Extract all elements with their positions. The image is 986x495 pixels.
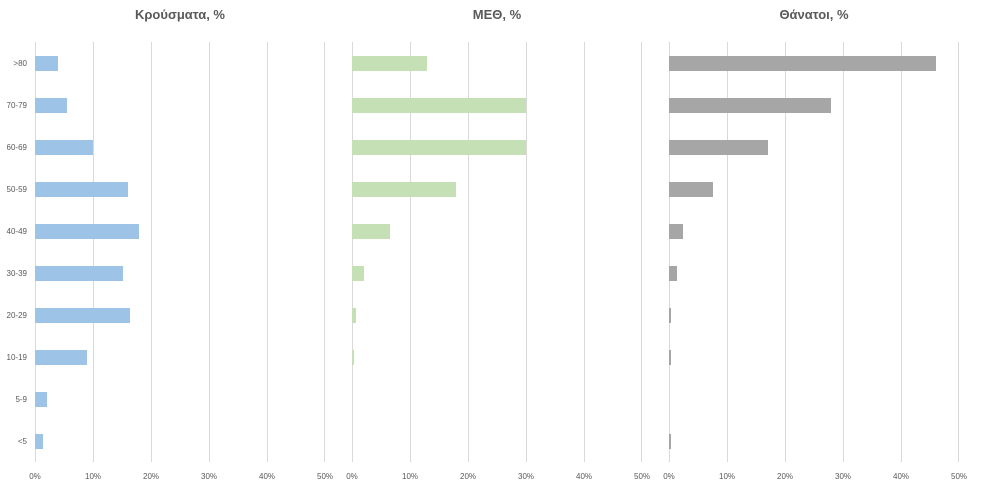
bar <box>352 223 390 239</box>
x-tick-label: 50% <box>950 472 968 481</box>
x-tick-label: 50% <box>316 472 334 481</box>
chart-cases: Κρούσματα, % 0% 10% 20% 30% 40% 50% <box>29 0 333 495</box>
x-tick-label: 40% <box>575 472 593 481</box>
x-tick-label: 20% <box>459 472 477 481</box>
bar <box>35 349 88 365</box>
age-group-label: 5-9 <box>15 394 27 404</box>
bar <box>35 391 47 407</box>
x-tick-label: 40% <box>258 472 276 481</box>
x-tick-label: 50% <box>633 472 651 481</box>
bar <box>35 55 59 71</box>
bar <box>669 97 832 113</box>
gridline <box>35 42 36 462</box>
x-axis-icu: 0% 10% 20% 30% 40% 50% <box>346 462 650 492</box>
x-tick-label: 20% <box>776 472 794 481</box>
x-tick-label: 10% <box>718 472 736 481</box>
gridline <box>93 42 94 462</box>
bar <box>669 223 683 239</box>
bar <box>352 139 526 155</box>
bar <box>35 433 44 449</box>
x-tick-label: 10% <box>84 472 102 481</box>
x-axis-cases: 0% 10% 20% 30% 40% 50% <box>29 462 333 492</box>
age-group-label: 40-49 <box>6 226 27 236</box>
age-group-label: 20-29 <box>6 310 27 320</box>
gridline <box>410 42 411 462</box>
bar <box>669 349 671 365</box>
age-group-axis: >80 70-79 60-69 50-59 40-49 30-39 20-29 10-19 5-… <box>0 0 35 495</box>
gridline <box>641 42 642 462</box>
x-tick-label: 20% <box>142 472 160 481</box>
gridline <box>267 42 268 462</box>
gridline <box>324 42 325 462</box>
chart-icu: ΜΕΘ, % 0% 10% 20% 30% 40% 50% <box>346 0 650 495</box>
age-group-label: <5 <box>17 436 27 446</box>
x-tick-label: 30% <box>200 472 218 481</box>
bar <box>669 307 671 323</box>
chart-title-icu: ΜΕΘ, % <box>472 7 522 22</box>
plot-area-cases <box>35 42 325 462</box>
bar <box>35 307 131 323</box>
gridline <box>785 42 786 462</box>
plot-area-icu <box>352 42 642 462</box>
age-group-label: 10-19 <box>6 352 27 362</box>
gridline <box>901 42 902 462</box>
gridline <box>727 42 728 462</box>
bar <box>35 181 128 197</box>
gridline <box>352 42 353 462</box>
bar <box>669 265 677 281</box>
x-tick-label: 30% <box>517 472 535 481</box>
bar <box>352 307 357 323</box>
gridline <box>958 42 959 462</box>
bar <box>35 265 124 281</box>
gridline <box>669 42 670 462</box>
gridline <box>526 42 527 462</box>
age-group-label: 70-79 <box>6 100 27 110</box>
gridline <box>468 42 469 462</box>
age-group-label: 50-59 <box>6 184 27 194</box>
age-group-label: >80 <box>13 58 27 68</box>
bar <box>35 97 67 113</box>
bar <box>35 223 140 239</box>
x-tick-label: 0% <box>29 472 41 481</box>
chart-deaths: Θάνατοι, % 0% 10% 20% 30% 40% 50% <box>663 0 967 495</box>
x-axis-deaths: 0% 10% 20% 30% 40% 50% <box>663 462 967 492</box>
bar <box>669 433 671 449</box>
bar <box>352 97 526 113</box>
age-group-label: 60-69 <box>6 142 27 152</box>
chart-title-deaths: Θάνατοι, % <box>779 7 849 22</box>
plot-area-deaths <box>669 42 959 462</box>
bar <box>669 139 768 155</box>
bar <box>669 181 713 197</box>
chart-title-cases: Κρούσματα, % <box>135 7 225 22</box>
bar <box>352 265 364 281</box>
x-tick-label: 10% <box>401 472 419 481</box>
gridline <box>584 42 585 462</box>
bar <box>352 181 457 197</box>
x-tick-label: 40% <box>892 472 910 481</box>
bar <box>352 349 354 365</box>
gridline <box>209 42 210 462</box>
x-tick-label: 0% <box>346 472 358 481</box>
gridline <box>151 42 152 462</box>
gridline <box>843 42 844 462</box>
bar <box>669 55 936 71</box>
x-tick-label: 0% <box>663 472 675 481</box>
bar <box>352 55 428 71</box>
x-tick-label: 30% <box>834 472 852 481</box>
age-group-label: 30-39 <box>6 268 27 278</box>
bar <box>35 139 93 155</box>
